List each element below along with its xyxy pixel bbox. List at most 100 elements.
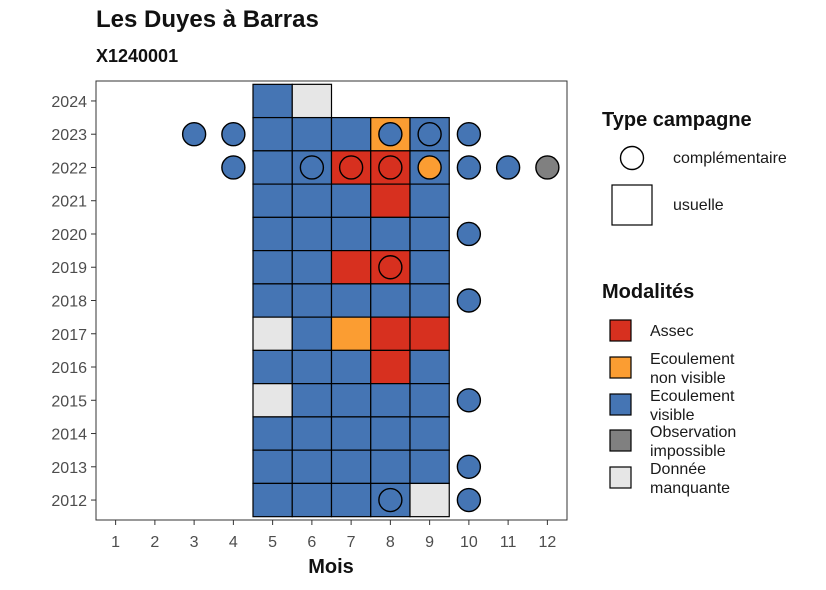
tile-usuelle-2014-6 bbox=[292, 417, 331, 450]
tile-usuelle-2021-7 bbox=[332, 184, 371, 217]
tile-usuelle-2014-9 bbox=[410, 417, 449, 450]
point-complementaire-2023-3 bbox=[183, 123, 206, 146]
y-tick-label: 2012 bbox=[51, 493, 87, 510]
point-complementaire-2023-4 bbox=[222, 123, 245, 146]
y-tick-label: 2024 bbox=[51, 94, 87, 111]
y-tick-label: 2016 bbox=[51, 360, 87, 377]
tile-usuelle-2017-7 bbox=[332, 317, 371, 350]
point-complementaire-2022-7 bbox=[340, 156, 363, 179]
legend-label-ecoulement_visible: Ecoulement bbox=[650, 388, 735, 405]
tile-usuelle-2014-7 bbox=[332, 417, 371, 450]
y-tick-label: 2013 bbox=[51, 460, 87, 477]
legend-label-donnee_manquante: manquante bbox=[650, 480, 730, 497]
tile-usuelle-2016-9 bbox=[410, 350, 449, 383]
legend-label-ecoulement_non_visible: Ecoulement bbox=[650, 351, 735, 368]
tile-usuelle-2022-5 bbox=[253, 151, 292, 184]
tile-usuelle-2021-8 bbox=[371, 184, 410, 217]
tile-usuelle-2013-9 bbox=[410, 450, 449, 483]
tile-usuelle-2018-7 bbox=[332, 284, 371, 317]
tile-usuelle-2015-7 bbox=[332, 384, 371, 417]
y-tick-label: 2017 bbox=[51, 327, 87, 344]
tile-usuelle-2013-5 bbox=[253, 450, 292, 483]
y-tick-label: 2021 bbox=[51, 194, 87, 211]
y-tick-label: 2020 bbox=[51, 227, 87, 244]
x-tick-label: 11 bbox=[500, 534, 517, 551]
legend-type-title: Type campagne bbox=[602, 109, 752, 131]
legend-label-usuelle: usuelle bbox=[673, 197, 724, 214]
x-tick-label: 6 bbox=[307, 534, 316, 551]
tile-usuelle-2016-7 bbox=[332, 350, 371, 383]
tile-usuelle-2012-5 bbox=[253, 483, 292, 516]
legend-label-complementaire: complémentaire bbox=[673, 150, 787, 167]
legend-label-ecoulement_non_visible: non visible bbox=[650, 370, 726, 387]
tile-usuelle-2018-8 bbox=[371, 284, 410, 317]
tile-usuelle-2017-5 bbox=[253, 317, 292, 350]
tile-usuelle-2021-5 bbox=[253, 184, 292, 217]
point-complementaire-2022-10 bbox=[457, 156, 480, 179]
legend-key-complementaire bbox=[621, 147, 644, 170]
legend-swatch-assec bbox=[610, 320, 631, 341]
tile-usuelle-2012-6 bbox=[292, 483, 331, 516]
tile-usuelle-2012-9 bbox=[410, 483, 449, 516]
point-complementaire-2019-8 bbox=[379, 256, 402, 279]
y-tick-label: 2014 bbox=[51, 427, 87, 444]
tile-usuelle-2017-9 bbox=[410, 317, 449, 350]
y-tick-label: 2015 bbox=[51, 393, 87, 410]
tile-usuelle-2021-9 bbox=[410, 184, 449, 217]
tile-usuelle-2020-7 bbox=[332, 217, 371, 250]
tile-usuelle-2016-8 bbox=[371, 350, 410, 383]
x-tick-label: 7 bbox=[347, 534, 356, 551]
tile-usuelle-2024-5 bbox=[253, 84, 292, 117]
point-complementaire-2022-4 bbox=[222, 156, 245, 179]
tile-usuelle-2019-9 bbox=[410, 251, 449, 284]
x-tick-label: 2 bbox=[150, 534, 159, 551]
tile-usuelle-2020-8 bbox=[371, 217, 410, 250]
tile-usuelle-2014-8 bbox=[371, 417, 410, 450]
x-tick-label: 1 bbox=[111, 534, 120, 551]
point-complementaire-2013-10 bbox=[457, 455, 480, 478]
legend: Type campagne complémentaire usuelle Modali… bbox=[602, 109, 787, 497]
y-tick-label: 2022 bbox=[51, 160, 87, 177]
legend-label-ecoulement_visible: visible bbox=[650, 407, 695, 424]
legend-modalites-title: Modalités bbox=[602, 281, 694, 303]
x-tick-label: 10 bbox=[460, 534, 478, 551]
tile-usuelle-2020-9 bbox=[410, 217, 449, 250]
legend-label-donnee_manquante: Donnée bbox=[650, 461, 706, 478]
point-complementaire-2018-10 bbox=[457, 289, 480, 312]
x-tick-label: 8 bbox=[386, 534, 395, 551]
tile-usuelle-2013-8 bbox=[371, 450, 410, 483]
point-complementaire-2022-11 bbox=[497, 156, 520, 179]
tile-usuelle-2014-5 bbox=[253, 417, 292, 450]
tile-usuelle-2021-6 bbox=[292, 184, 331, 217]
point-complementaire-2012-10 bbox=[457, 489, 480, 512]
tile-usuelle-2016-5 bbox=[253, 350, 292, 383]
y-tick-label: 2018 bbox=[51, 294, 87, 311]
tile-usuelle-2015-5 bbox=[253, 384, 292, 417]
point-complementaire-2012-8 bbox=[379, 489, 402, 512]
tile-usuelle-2018-5 bbox=[253, 284, 292, 317]
legend-label-assec: Assec bbox=[650, 323, 694, 340]
tile-usuelle-2015-9 bbox=[410, 384, 449, 417]
legend-swatch-ecoulement_visible bbox=[610, 394, 631, 415]
y-tick-label: 2019 bbox=[51, 260, 87, 277]
legend-key-usuelle bbox=[612, 185, 652, 225]
plot-area bbox=[96, 81, 567, 520]
tile-usuelle-2018-6 bbox=[292, 284, 331, 317]
point-complementaire-2015-10 bbox=[457, 389, 480, 412]
x-tick-label: 9 bbox=[425, 534, 434, 551]
tile-usuelle-2013-6 bbox=[292, 450, 331, 483]
tile-usuelle-2019-7 bbox=[332, 251, 371, 284]
tile-usuelle-2023-7 bbox=[332, 118, 371, 151]
point-complementaire-2022-8 bbox=[379, 156, 402, 179]
tile-usuelle-2015-8 bbox=[371, 384, 410, 417]
legend-label-observation_impossible: impossible bbox=[650, 443, 726, 460]
tile-usuelle-2016-6 bbox=[292, 350, 331, 383]
legend-swatch-donnee_manquante bbox=[610, 467, 631, 488]
tile-usuelle-2012-7 bbox=[332, 483, 371, 516]
y-tick-label: 2023 bbox=[51, 127, 87, 144]
tile-usuelle-2020-5 bbox=[253, 217, 292, 250]
tile-usuelle-2019-5 bbox=[253, 251, 292, 284]
point-complementaire-2022-6 bbox=[300, 156, 323, 179]
tile-usuelle-2023-6 bbox=[292, 118, 331, 151]
